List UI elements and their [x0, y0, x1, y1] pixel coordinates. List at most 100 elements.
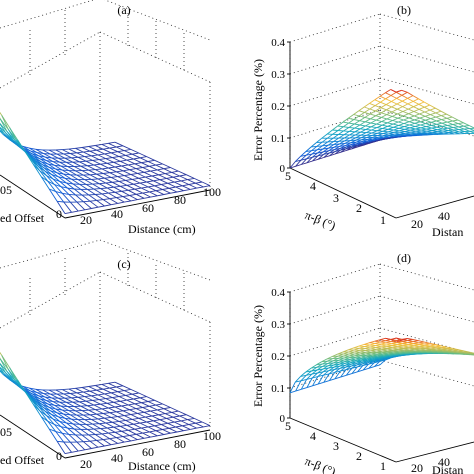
a-mesh-line-535: [169, 186, 176, 189]
d-mesh-line-599: [378, 357, 385, 360]
b-mesh-line-292: [407, 103, 414, 108]
b-mesh-line-50: [317, 148, 323, 151]
b-mesh-line-556: [351, 145, 358, 150]
b-mesh-line-540: [367, 138, 373, 142]
c-mesh-line-198: [122, 410, 132, 415]
b-mesh-line-276: [402, 106, 409, 110]
b-mesh-line-553: [436, 119, 442, 122]
c-mesh-line-209: [121, 405, 130, 411]
d-mesh-line-443: [355, 355, 361, 358]
c-mesh-line-296: [101, 382, 109, 385]
c-mesh-line-8: [32, 404, 42, 417]
b-mesh-line-301: [458, 126, 465, 130]
a-mesh-line-471: [158, 173, 166, 176]
c-mesh-line-382: [120, 399, 127, 402]
b-mesh-line-606: [416, 131, 422, 134]
b-mesh-line-379: [316, 145, 323, 151]
d-mesh-line-577: [362, 362, 369, 366]
c-mesh-line-452: [32, 404, 41, 412]
c-mesh-line-232: [126, 399, 135, 405]
c-mesh-line-477: [60, 426, 68, 429]
a-mesh-line-545: [97, 205, 105, 208]
c-mesh-line-465: [118, 419, 126, 422]
c-mesh-line-348: [33, 395, 41, 400]
b-mesh-line-249: [419, 121, 426, 125]
a-mesh-line-204: [81, 147, 91, 152]
b-mesh-line-593: [447, 124, 453, 126]
b-mesh-line-258: [385, 104, 392, 108]
c-mesh-line-105: [93, 428, 103, 435]
d-mesh-line-444: [360, 353, 366, 357]
a-mesh-line-329: [45, 156, 52, 159]
b-mesh-line-417: [317, 151, 324, 157]
a-mesh-line-467: [132, 177, 139, 180]
b-mesh-line-180: [370, 122, 377, 125]
d-mesh-line-424: [354, 353, 361, 357]
a-mesh-line-188: [132, 178, 141, 184]
b-mesh-line-623: [405, 134, 412, 137]
c-mesh-line-312: [70, 392, 77, 394]
c-mesh-line-201: [146, 421, 155, 427]
d-mesh-line-582: [389, 354, 395, 357]
b-mesh-line-317: [463, 125, 470, 130]
a-mesh-line-436: [64, 177, 72, 180]
b-mesh-line-367: [353, 115, 360, 120]
c-mesh-line-46: [68, 434, 78, 443]
d-ztick-3: 0.3: [271, 319, 285, 331]
d-mesh-line-371: [374, 341, 381, 344]
b-mesh-line-355: [390, 89, 397, 93]
b-ztick-4: 0.4: [271, 37, 285, 49]
a-mesh-line-295: [95, 143, 102, 146]
b-mesh-line-305: [396, 91, 403, 96]
a-mesh-line-316: [96, 148, 104, 151]
c-mesh-line-315: [89, 389, 97, 392]
a-mesh-line-370: [41, 161, 48, 165]
b-mesh-line-261: [402, 111, 409, 115]
b-mesh-line-390: [375, 107, 382, 112]
d-mesh-line-428: [375, 347, 382, 350]
b-mesh-line-264: [419, 117, 426, 121]
a-mesh-line-363: [132, 152, 139, 155]
d-mesh-line-358: [305, 370, 312, 376]
c-mesh-line-516: [180, 419, 188, 422]
b-mesh-line-234: [420, 124, 427, 128]
b-mesh-line-259: [391, 106, 398, 110]
c-mesh-line-194: [91, 395, 100, 401]
b-mesh-line-500: [356, 139, 362, 143]
a-mesh-line-526: [109, 197, 117, 200]
b-mesh-line-290: [396, 97, 403, 102]
b-mesh-line-466: [376, 124, 383, 129]
c-mesh-line-231: [118, 396, 128, 401]
c-mesh-line-59: [83, 441, 92, 449]
b-mesh-line-530: [414, 121, 421, 124]
b-mesh-line-394: [396, 94, 403, 99]
d-mesh-line-492: [414, 345, 420, 348]
b-mesh-line-552: [430, 120, 437, 123]
d-mesh-line-32: [300, 374, 307, 377]
c-mesh-line-542: [78, 449, 85, 452]
c-mesh-line-228: [95, 385, 104, 390]
c-mesh-line-126: [83, 414, 92, 420]
b-mesh-line-567: [410, 128, 416, 131]
a-mesh-line-312: [70, 152, 77, 154]
c-mesh-line-462: [99, 422, 106, 425]
c-mesh-line-401: [108, 406, 116, 409]
a-mesh-line-448: [144, 170, 151, 173]
c-mesh-line-410: [30, 397, 38, 404]
c-mesh-line-191: [155, 430, 165, 435]
a-mesh-line-414: [56, 172, 64, 175]
b-mesh-line-197: [381, 121, 388, 124]
a-mesh-line-538: [188, 182, 196, 185]
a-mesh-line-507: [121, 189, 129, 192]
b-mesh-line-585: [405, 131, 411, 134]
b-mesh-line-362: [327, 133, 333, 139]
a-mesh-line-156: [55, 149, 64, 155]
a-mesh-line-434: [51, 174, 59, 178]
a-mesh-line-450: [157, 168, 164, 171]
a-mesh-line-499: [68, 193, 76, 196]
c-mesh-line-112: [60, 405, 70, 411]
c-mesh-line-224: [151, 415, 161, 421]
b-mesh-line-293: [413, 106, 420, 110]
c-mesh-line-154: [128, 429, 137, 435]
c-mesh-line-327: [31, 393, 39, 397]
